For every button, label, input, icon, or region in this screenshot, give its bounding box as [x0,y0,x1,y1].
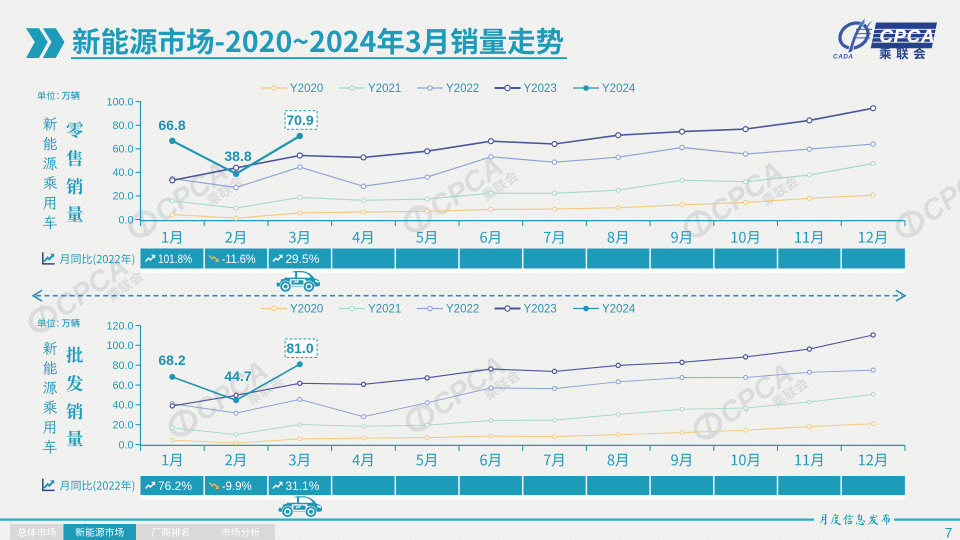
svg-text:Y2024: Y2024 [602,304,636,316]
svg-text:68.2: 68.2 [158,352,185,368]
svg-text:CPCA: CPCA [714,358,800,431]
svg-text:80.0: 80.0 [112,120,133,132]
svg-text:40.0: 40.0 [112,400,133,412]
svg-text:CPCA: CPCA [189,355,275,428]
svg-text:70.9: 70.9 [286,112,313,128]
svg-text:CADA: CADA [833,54,853,61]
svg-text:38.8: 38.8 [224,148,251,164]
svg-text:100.0: 100.0 [106,340,133,352]
svg-text:Y2020: Y2020 [290,304,323,316]
svg-text:0.0: 0.0 [118,214,133,226]
svg-text:76.2%: 76.2% [158,479,192,493]
svg-text:20.0: 20.0 [112,420,133,432]
svg-text:20.0: 20.0 [112,191,133,203]
svg-text:44.7: 44.7 [224,368,251,384]
svg-text:Y2021: Y2021 [368,304,401,316]
svg-text:CPCA: CPCA [704,156,790,229]
svg-text:Y2020: Y2020 [290,83,323,95]
svg-text:Y2023: Y2023 [524,83,557,95]
svg-text:Y2021: Y2021 [368,83,401,95]
svg-text:31.1%: 31.1% [285,479,319,493]
svg-text:81.0: 81.0 [286,340,313,356]
svg-text:Y2023: Y2023 [524,304,557,316]
svg-text:29.5%: 29.5% [285,252,319,266]
svg-text:60.0: 60.0 [112,380,133,392]
svg-text:Y2022: Y2022 [446,304,479,316]
svg-text:Y2024: Y2024 [602,83,636,95]
svg-text:40.0: 40.0 [112,167,133,179]
svg-text:66.8: 66.8 [158,117,185,133]
svg-text:0.0: 0.0 [118,439,133,451]
svg-text:-9.9%: -9.9% [222,479,252,493]
svg-text:CPCA: CPCA [426,350,512,423]
svg-text:7: 7 [945,525,953,540]
svg-text:100.0: 100.0 [106,97,133,109]
svg-text:120.0: 120.0 [106,320,133,332]
svg-text:CPCA: CPCA [424,151,510,224]
svg-text:Y2022: Y2022 [446,83,479,95]
svg-text:CPCA: CPCA [880,26,936,47]
svg-text:60.0: 60.0 [112,144,133,156]
svg-text:-11.6%: -11.6% [222,252,256,266]
svg-text:101.8%: 101.8% [158,252,192,266]
svg-text:80.0: 80.0 [112,360,133,372]
